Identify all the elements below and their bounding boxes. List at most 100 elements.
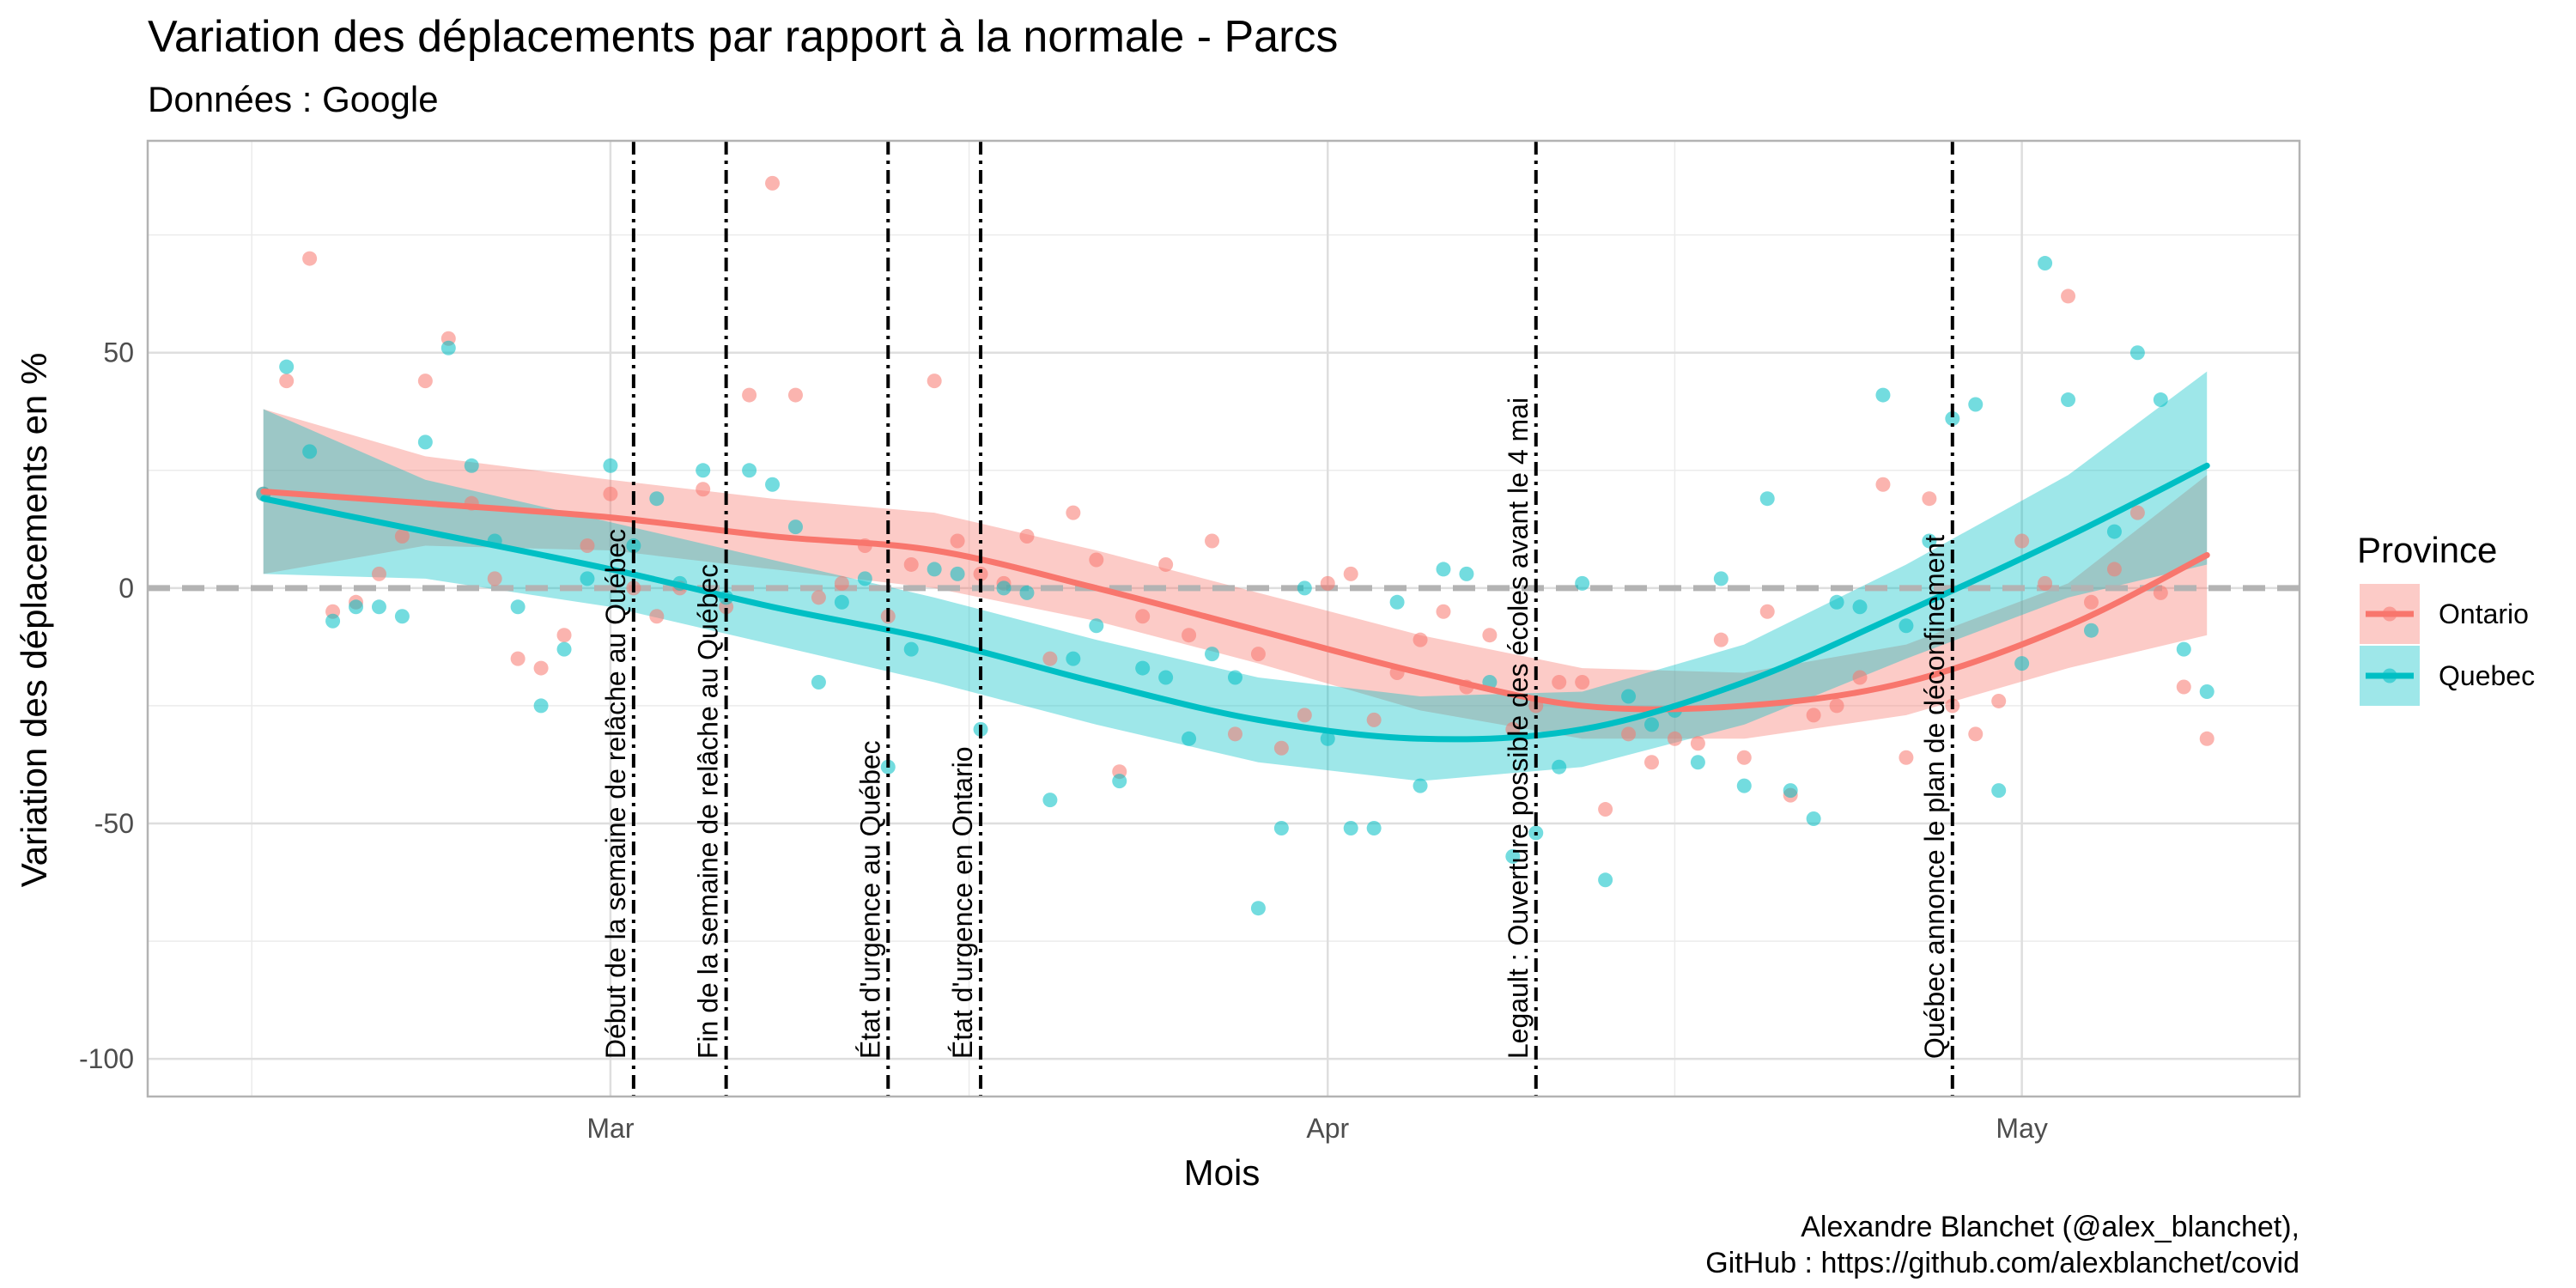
data-point-quebec bbox=[1759, 491, 1775, 507]
data-point-quebec bbox=[1273, 820, 1289, 835]
data-point-quebec bbox=[1205, 647, 1220, 662]
data-point-ontario bbox=[742, 387, 757, 403]
data-point-quebec bbox=[510, 599, 526, 615]
data-point-quebec bbox=[1991, 783, 2007, 799]
data-point-quebec bbox=[1019, 585, 1035, 600]
data-point-quebec bbox=[742, 463, 757, 478]
data-point-ontario bbox=[1343, 566, 1358, 581]
data-point-ontario bbox=[1135, 609, 1151, 624]
data-point-quebec bbox=[1158, 670, 1174, 685]
data-point-ontario bbox=[1829, 698, 1844, 714]
data-point-ontario bbox=[1667, 731, 1682, 746]
y-tick-label: 0 bbox=[118, 573, 134, 604]
data-point-quebec bbox=[1968, 397, 1984, 412]
data-point-quebec bbox=[1066, 651, 1081, 666]
data-point-ontario bbox=[1158, 556, 1174, 572]
data-point-ontario bbox=[1042, 651, 1058, 666]
data-point-ontario bbox=[1182, 628, 1197, 643]
data-point-ontario bbox=[1413, 632, 1428, 647]
data-point-ontario bbox=[1852, 670, 1868, 685]
data-point-quebec bbox=[811, 675, 826, 690]
data-point-ontario bbox=[2199, 731, 2215, 746]
data-point-quebec bbox=[1922, 533, 1937, 549]
data-point-ontario bbox=[1505, 721, 1521, 737]
event-label: Québec annonce le plan de déconfinement bbox=[1919, 535, 1950, 1059]
event-label: Début de la semaine de relâche au Québec bbox=[600, 529, 631, 1059]
event-label: État d'urgence en Ontario bbox=[947, 746, 978, 1059]
data-point-quebec bbox=[533, 698, 549, 714]
caption-line-1: Alexandre Blanchet (@alex_blanchet), bbox=[1801, 1211, 2300, 1243]
data-point-ontario bbox=[1273, 740, 1289, 756]
legend-key-point-ontario bbox=[2382, 606, 2397, 622]
data-point-ontario bbox=[279, 374, 295, 389]
data-point-ontario bbox=[1644, 755, 1660, 770]
data-point-ontario bbox=[2014, 533, 2030, 549]
data-point-ontario bbox=[603, 486, 618, 501]
data-point-quebec bbox=[1575, 575, 1590, 591]
data-point-quebec bbox=[1089, 618, 1104, 634]
data-point-quebec bbox=[1297, 580, 1312, 596]
data-point-ontario bbox=[1736, 750, 1752, 765]
data-point-quebec bbox=[1182, 731, 1197, 746]
legend-label-quebec: Quebec bbox=[2439, 660, 2535, 691]
data-point-ontario bbox=[1621, 726, 1637, 742]
data-point-quebec bbox=[1806, 811, 1821, 827]
data-point-quebec bbox=[1227, 670, 1242, 685]
data-point-ontario bbox=[1552, 675, 1567, 690]
data-point-quebec bbox=[371, 599, 386, 615]
data-point-quebec bbox=[765, 477, 781, 492]
data-point-quebec bbox=[1852, 599, 1868, 615]
data-point-quebec bbox=[1320, 731, 1335, 746]
data-point-quebec bbox=[2153, 392, 2168, 408]
data-point-ontario bbox=[2083, 594, 2099, 610]
data-point-quebec bbox=[1413, 778, 1428, 793]
data-point-ontario bbox=[394, 529, 410, 544]
data-point-quebec bbox=[556, 641, 572, 657]
data-point-ontario bbox=[1436, 604, 1451, 619]
data-point-ontario bbox=[1227, 726, 1242, 742]
data-point-quebec bbox=[1343, 820, 1358, 835]
data-point-ontario bbox=[1713, 632, 1728, 647]
data-point-quebec bbox=[1644, 717, 1660, 732]
data-point-quebec bbox=[440, 340, 456, 355]
data-point-ontario bbox=[510, 651, 526, 666]
data-point-quebec bbox=[2083, 623, 2099, 638]
data-point-quebec bbox=[1389, 594, 1405, 610]
y-axis-title: Variation des déplacements en % bbox=[14, 353, 54, 888]
data-point-ontario bbox=[580, 538, 595, 554]
data-point-ontario bbox=[1899, 750, 1914, 765]
x-axis-title: Mois bbox=[1184, 1152, 1261, 1193]
data-point-quebec bbox=[1875, 387, 1891, 403]
data-point-quebec bbox=[580, 571, 595, 586]
data-point-quebec bbox=[1598, 872, 1613, 888]
legend: Province Ontario Quebec bbox=[2357, 530, 2535, 706]
data-point-quebec bbox=[394, 609, 410, 624]
data-point-quebec bbox=[1135, 660, 1151, 676]
event-label: État d'urgence au Québec bbox=[854, 740, 885, 1059]
data-point-ontario bbox=[1806, 708, 1821, 723]
smooth-line-quebec bbox=[260, 462, 2210, 743]
data-point-quebec bbox=[626, 538, 641, 554]
data-point-quebec bbox=[903, 641, 919, 657]
data-point-quebec bbox=[1945, 410, 1960, 426]
data-point-ontario bbox=[973, 566, 988, 581]
data-point-quebec bbox=[1713, 571, 1728, 586]
confidence-band-quebec bbox=[263, 371, 2208, 781]
data-point-ontario bbox=[1250, 647, 1266, 662]
data-point-ontario bbox=[556, 628, 572, 643]
data-point-ontario bbox=[1366, 712, 1382, 727]
data-point-ontario bbox=[1575, 675, 1590, 690]
data-point-ontario bbox=[1759, 604, 1775, 619]
smooth-line-ontario bbox=[260, 488, 2210, 713]
data-point-ontario bbox=[927, 374, 942, 389]
data-point-ontario bbox=[487, 571, 502, 586]
data-point-quebec bbox=[1366, 820, 1382, 835]
data-point-ontario bbox=[1875, 477, 1891, 492]
data-point-ontario bbox=[2176, 679, 2191, 695]
data-point-ontario bbox=[787, 387, 803, 403]
data-point-ontario bbox=[1089, 552, 1104, 568]
data-point-quebec bbox=[302, 444, 318, 459]
data-point-quebec bbox=[2176, 641, 2191, 657]
data-point-quebec bbox=[349, 599, 364, 615]
